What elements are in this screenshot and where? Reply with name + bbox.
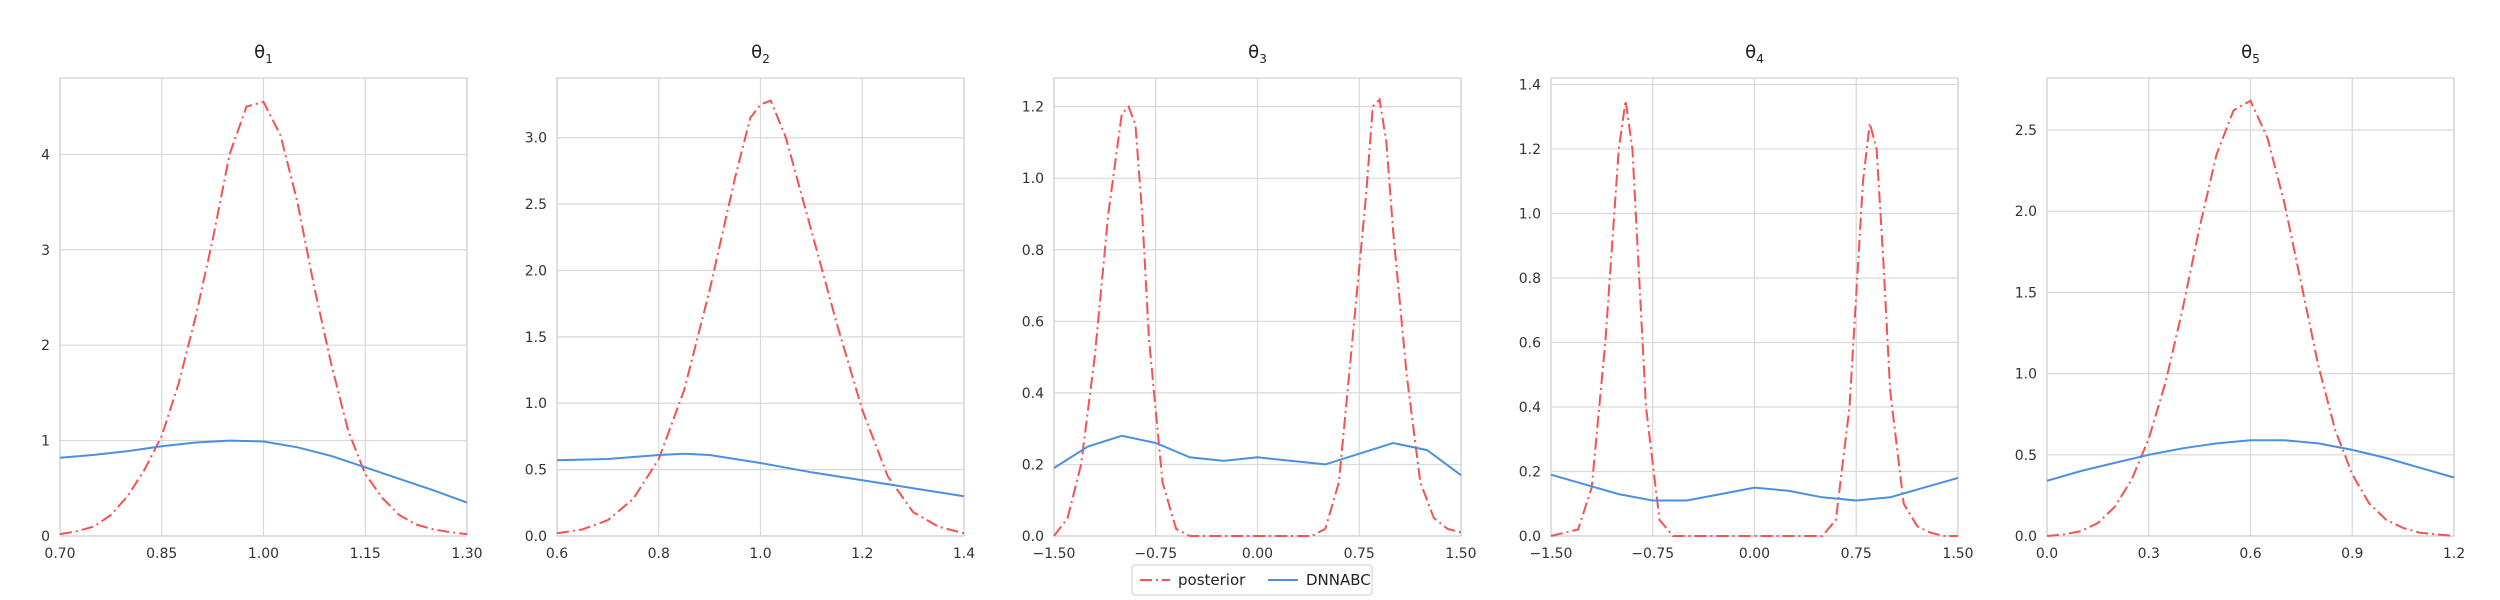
- y-tick-label: 1.2: [1519, 142, 1541, 158]
- series-line-dnnabc: [1550, 473, 1959, 502]
- x-tick-label: −1.50: [1033, 546, 1076, 562]
- y-tick-label: 0.6: [1519, 335, 1541, 351]
- plot-frame: [1550, 77, 1959, 537]
- y-tick-label: 0.5: [2015, 448, 2037, 464]
- y-tick-label: 1.0: [525, 396, 547, 412]
- legend-frame: [1131, 564, 1373, 596]
- x-tick-label: 0.6: [2239, 546, 2261, 562]
- y-tick-label: 2.5: [525, 197, 547, 213]
- y-tick-label: 2: [41, 338, 50, 354]
- y-tick-label: 1.2: [1022, 100, 1044, 116]
- y-tick-label: 2.5: [2015, 123, 2037, 139]
- panel-title: θ2: [751, 42, 770, 66]
- x-tick-label: 1.4: [953, 546, 975, 562]
- x-tick-label: −0.75: [1631, 546, 1674, 562]
- y-tick-label: 0.5: [525, 463, 547, 479]
- y-tick-label: 1.5: [525, 330, 547, 346]
- y-tick-label: 0.0: [1519, 529, 1541, 545]
- series-line-dnnabc: [59, 439, 468, 504]
- x-tick-label: 0.3: [2138, 546, 2160, 562]
- panel-5: 0.0 0.3 0.6 0.9 1.2 0.0 0.5 1.0 1.5 2.0 2.5 θ5: [2015, 42, 2465, 562]
- panel-title: θ5: [2241, 42, 2260, 66]
- plot-frame: [59, 77, 468, 537]
- y-tick-label: 2.0: [525, 263, 547, 279]
- y-tick-label: 1: [41, 434, 50, 450]
- y-tick-label: 4: [41, 147, 50, 163]
- panel-title: θ1: [254, 42, 273, 66]
- x-tick-label: 0.00: [1739, 546, 1770, 562]
- series-line-posterior: [1053, 97, 1462, 537]
- panel-2: 0.6 0.8 1.0 1.2 1.4 0.0 0.5 1.0 1.5 2.0 2.5 3.0 θ2: [525, 42, 975, 562]
- panel-title: θ3: [1248, 42, 1267, 66]
- x-tick-label: 1.2: [2443, 546, 2465, 562]
- y-tick-label: 0: [41, 529, 50, 545]
- y-tick-label: 1.0: [1519, 206, 1541, 222]
- x-tick-label: 1.50: [1445, 546, 1476, 562]
- y-tick-label: 0.4: [1519, 400, 1541, 416]
- x-tick-label: −1.50: [1530, 546, 1573, 562]
- x-tick-label: 1.15: [350, 546, 381, 562]
- y-tick-label: 0.8: [1022, 243, 1044, 259]
- x-tick-label: 0.75: [1841, 546, 1872, 562]
- y-tick-label: 0.0: [1022, 529, 1044, 545]
- x-tick-label: 0.9: [2341, 546, 2363, 562]
- x-tick-label: −0.75: [1134, 546, 1177, 562]
- y-tick-label: 1.5: [2015, 285, 2037, 301]
- y-tick-label: 0.0: [2015, 529, 2037, 545]
- series-line-dnnabc: [2046, 439, 2455, 482]
- series-line-dnnabc: [1053, 434, 1462, 477]
- x-tick-label: 1.00: [248, 546, 279, 562]
- y-tick-label: 1.4: [1519, 77, 1541, 93]
- panel-3: −1.50 −0.75 0.00 0.75 1.50 0.0 0.2 0.4 0.6 0.8 1.0…: [1022, 42, 1477, 562]
- x-tick-label: 0.75: [1344, 546, 1375, 562]
- y-tick-label: 0.6: [1022, 314, 1044, 330]
- panel-4: −1.50 −0.75 0.00 0.75 1.50 0.0 0.2 0.4 0.6 0.8 1.0…: [1519, 42, 1974, 562]
- series-line-dnnabc: [556, 452, 965, 498]
- x-tick-label: 1.50: [1942, 546, 1973, 562]
- legend: posterior DNNABC: [1131, 564, 1373, 596]
- x-tick-label: 1.30: [451, 546, 482, 562]
- y-tick-label: 3: [41, 243, 50, 259]
- series-line-posterior: [556, 99, 965, 535]
- x-tick-label: 1.0: [749, 546, 771, 562]
- x-tick-label: 0.0: [2036, 546, 2058, 562]
- x-tick-label: 0.8: [648, 546, 670, 562]
- x-tick-label: 0.85: [146, 546, 177, 562]
- plot-frame: [2046, 77, 2455, 537]
- y-tick-label: 2.0: [2015, 204, 2037, 220]
- y-tick-label: 0.2: [1519, 464, 1541, 480]
- y-tick-label: 1.0: [2015, 367, 2037, 383]
- y-tick-label: 0.2: [1022, 457, 1044, 473]
- x-tick-label: 0.70: [44, 546, 75, 562]
- series-line-posterior: [2046, 99, 2455, 537]
- x-tick-label: 0.6: [546, 546, 568, 562]
- legend-dnnabc-label: DNNABC: [1306, 571, 1371, 589]
- y-tick-label: 0.8: [1519, 271, 1541, 287]
- y-tick-label: 3.0: [525, 131, 547, 147]
- plot-frame: [556, 77, 965, 537]
- panels: 0.70 0.85 1.00 1.15 1.30 0 1 2 3 4 θ1 0.6 0.8 1.0 1.2 1…: [41, 42, 2465, 562]
- panel-title: θ4: [1745, 42, 1764, 66]
- y-tick-label: 1.0: [1022, 171, 1044, 187]
- y-tick-label: 0.0: [525, 529, 547, 545]
- series-line-posterior: [59, 100, 468, 536]
- panel-1: 0.70 0.85 1.00 1.15 1.30 0 1 2 3 4 θ1: [41, 42, 483, 562]
- y-tick-label: 0.4: [1022, 386, 1044, 402]
- legend-posterior-label: posterior: [1178, 571, 1246, 589]
- x-tick-label: 1.2: [851, 546, 873, 562]
- x-tick-label: 0.00: [1242, 546, 1273, 562]
